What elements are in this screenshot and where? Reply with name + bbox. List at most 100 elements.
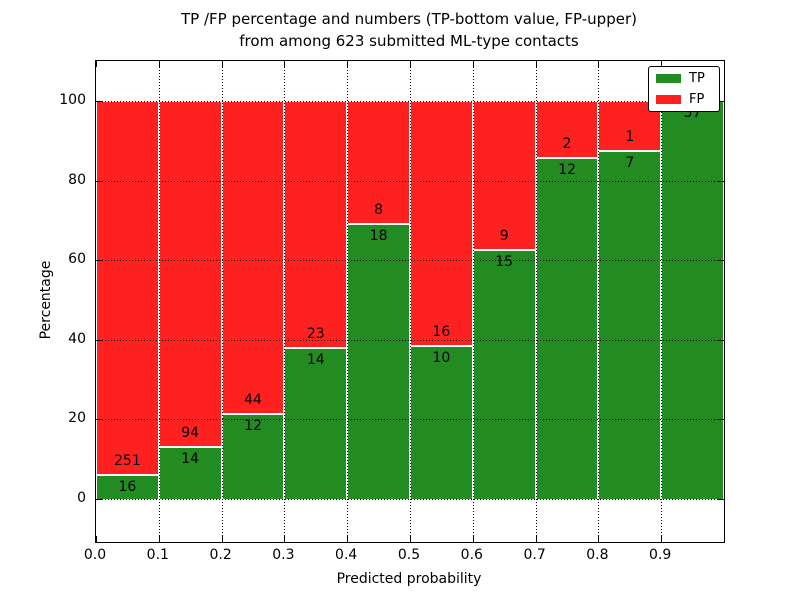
x-tick-label: 0.3 [272,547,295,563]
v-gridline [661,61,663,542]
legend-entry-fp: FP [656,93,712,106]
chart-title: TP /FP percentage and numbers (TP-bottom… [95,8,723,52]
fp-bar-segment [96,101,159,476]
chart-title-line2: from among 623 submitted ML-type contact… [239,32,579,50]
y-tick-mark [96,419,102,421]
fp-count-label: 8 [374,201,384,218]
x-tick-mark [221,61,223,67]
y-tick-label: 60 [68,251,86,268]
fp-color-swatch [656,95,681,104]
tp-bar-segment [410,346,473,500]
y-tick-mark [96,180,102,182]
tp-count-label: 12 [558,162,576,179]
x-tick-mark [96,536,97,542]
y-tick-mark [96,101,102,103]
y-axis-label: Percentage [38,260,54,340]
y-tick-mark [718,101,724,103]
fp-bar-segment [472,101,536,251]
y-tick-label: 20 [68,410,86,427]
tp-count-label: 18 [369,227,388,244]
tp-count-label: 7 [625,154,635,171]
y-tick-label: 40 [68,330,86,347]
tp-bar-segment [347,223,410,500]
tp-count-label: 12 [244,417,262,434]
v-gridline [410,61,411,542]
fp-bar-segment [284,101,348,349]
x-tick-label: 0.1 [146,547,169,563]
tp-count-label: 14 [306,352,325,369]
y-tick-label: 0 [77,490,86,507]
x-tick-mark [410,536,411,542]
x-tick-mark [158,61,160,67]
x-tick-mark [158,536,160,542]
x-tick-mark [661,536,663,542]
x-tick-mark [472,536,474,542]
tp-count-label: 15 [495,254,514,271]
y-tick-label: 100 [59,92,86,109]
fp-count-label: 23 [306,326,325,343]
tp-count-label: 16 [118,479,137,496]
tp-color-swatch [656,74,681,83]
tp-count-label: 14 [181,451,200,468]
x-tick-mark [221,536,223,542]
fp-bar-segment [158,101,222,448]
y-tick-mark [718,260,724,262]
x-tick-mark [347,536,349,542]
fp-count-label: 94 [181,425,200,442]
tp-bar-segment [535,158,599,500]
x-tick-mark [284,61,286,67]
x-tick-mark [472,61,474,67]
tp-bar-segment [96,475,159,500]
x-tick-mark [347,61,349,67]
tp-count-label: 10 [432,350,451,366]
tp-bar-segment [661,101,724,500]
x-tick-label: 0.7 [523,547,546,563]
fp-count-label: 16 [432,324,451,340]
fp-bar-segment [221,101,285,414]
x-tick-label: 0.6 [460,547,483,563]
y-tick-mark [96,499,102,501]
chart-title-line1: TP /FP percentage and numbers (TP-bottom… [181,10,637,28]
v-gridline [598,61,600,542]
legend-label: FP [689,92,705,107]
tp-bar-segment [598,150,662,500]
tp-bar-segment [158,447,222,500]
x-tick-label: 0.8 [586,547,609,563]
y-tick-mark [718,180,724,182]
legend-entry-tp: TP [656,72,712,85]
y-tick-mark [718,339,724,341]
x-tick-mark [284,536,286,542]
x-axis-label: Predicted probability [336,571,482,587]
v-gridline [535,61,537,542]
x-tick-mark [96,61,97,67]
y-tick-mark [718,419,724,421]
v-gridline [284,61,286,542]
y-tick-mark [96,260,102,262]
tp-bar-segment [221,413,285,500]
x-tick-label: 0.2 [209,547,232,563]
legend-label: TP [689,71,705,86]
tp-bar-segment [284,348,348,500]
y-tick-label: 80 [68,171,86,188]
tp-bar-segment [472,250,536,500]
fp-count-label: 9 [499,228,509,245]
plot-area: 251 16 94 14 44 12 23 14 8 18 16 10 9 15 2 12 1 7 57 [95,60,725,543]
x-tick-mark [410,61,411,67]
x-tick-label: 0.0 [83,547,107,563]
x-tick-label: 0.5 [397,547,421,563]
v-gridline [347,61,349,542]
fp-count-label: 44 [244,391,262,408]
x-tick-mark [598,536,600,542]
v-gridline [158,61,160,542]
fp-bar-segment [410,101,473,346]
x-tick-mark [535,61,537,67]
x-tick-mark [598,61,600,67]
x-tick-label: 0.4 [335,547,358,563]
x-tick-label: 0.9 [649,547,672,563]
x-tick-mark [535,536,537,542]
fp-count-label: 251 [114,453,141,470]
fp-count-label: 1 [625,128,635,145]
x-tick-mark [661,61,663,67]
legend: TP FP [648,66,720,112]
